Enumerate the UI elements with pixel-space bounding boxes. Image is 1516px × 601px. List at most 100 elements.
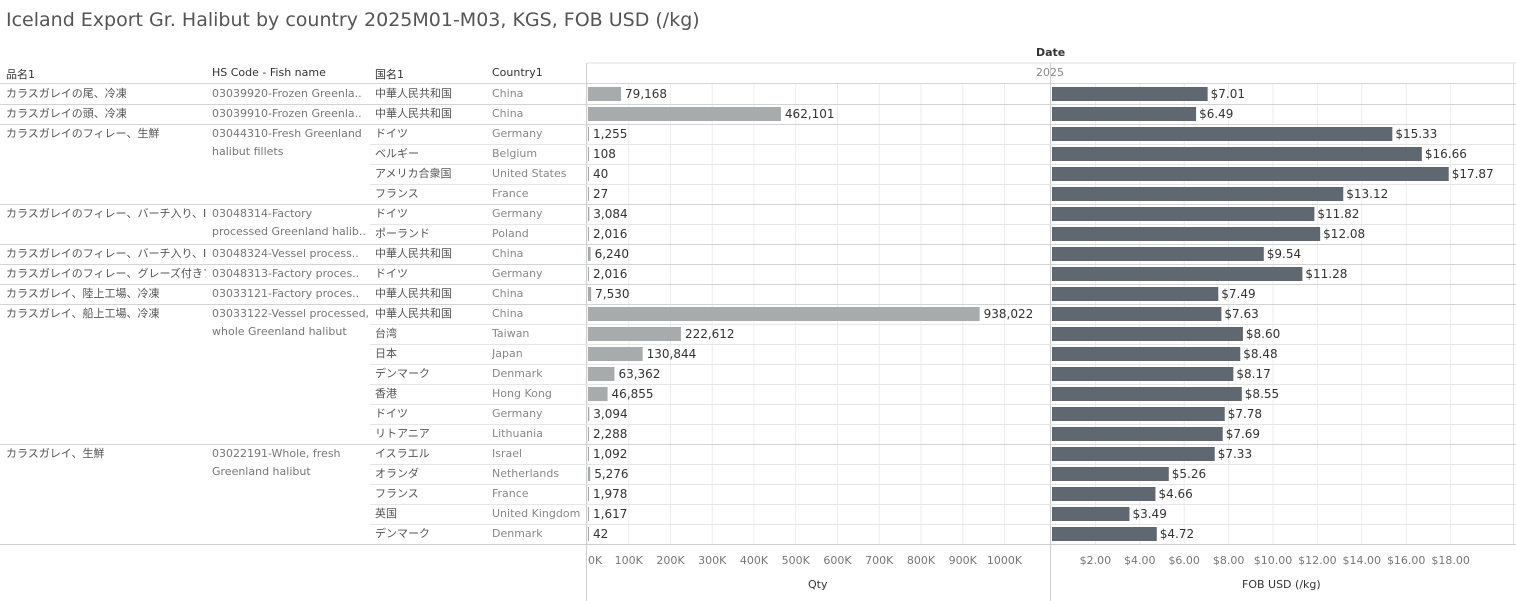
qty-data-label: 46,855: [612, 387, 654, 401]
hs-code-name: 03048314-Factory processed Greenland hal…: [212, 207, 366, 238]
fob-bar: [1052, 207, 1315, 221]
fob-data-label: $15.33: [1395, 127, 1437, 141]
fob-data-label: $9.54: [1267, 247, 1301, 261]
qty-data-label: 5,276: [594, 467, 628, 481]
country-name: France: [492, 187, 529, 200]
fob-data-label: $3.49: [1132, 507, 1166, 521]
qty-bar: [588, 107, 781, 121]
qty-bar: [588, 147, 589, 161]
country-name-jp: 中華人民共和国: [375, 287, 452, 300]
country-name-jp: フランス: [375, 187, 419, 200]
qty-data-label: 2,016: [593, 267, 627, 281]
country-name-jp: リトアニア: [375, 427, 430, 440]
fob-bar: [1052, 487, 1156, 501]
qty-bar: [588, 367, 615, 381]
qty-bar: [588, 507, 589, 521]
country-name-jp: ドイツ: [375, 127, 408, 140]
qty-bar: [588, 247, 591, 261]
fob-bar: [1052, 287, 1219, 301]
fob-bar: [1052, 507, 1130, 521]
qty-axis-title: Qty: [808, 578, 828, 591]
qty-data-label: 79,168: [625, 87, 667, 101]
qty-tick-label: 600K: [823, 554, 852, 567]
country-name: Japan: [492, 347, 523, 360]
qty-data-label: 222,612: [685, 327, 735, 341]
qty-data-label: 27: [593, 187, 608, 201]
qty-data-label: 1,255: [593, 127, 627, 141]
fob-data-label: $8.55: [1245, 387, 1279, 401]
fob-tick-label: $4.00: [1124, 554, 1156, 567]
col-header-hs-code[interactable]: HS Code - Fish name: [212, 66, 326, 79]
qty-bar: [588, 187, 589, 201]
qty-data-label: 3,084: [593, 207, 627, 221]
country-name-jp: ポーランド: [375, 227, 430, 240]
qty-bar: [588, 527, 589, 541]
hs-code-name: 03044310-Fresh Greenland halibut fillets: [212, 127, 362, 158]
country-name-jp: ドイツ: [375, 267, 408, 280]
qty-bar: [588, 327, 681, 341]
fob-bar: [1052, 127, 1393, 141]
fob-data-label: $7.63: [1224, 307, 1258, 321]
product-name-jp: カラスガレイ、船上工場、冷凍: [6, 307, 160, 320]
qty-tick-label: 400K: [740, 554, 769, 567]
qty-bar: [588, 307, 980, 321]
qty-tick-label: 300K: [698, 554, 727, 567]
hs-code-name: 03039910-Frozen Greenla..: [212, 107, 362, 120]
qty-data-label: 42: [593, 527, 608, 541]
fob-bar: [1052, 327, 1243, 341]
col-header-jp-country[interactable]: 国名1: [375, 68, 404, 81]
hs-code-name: 03048324-Vessel process..: [212, 247, 359, 260]
fob-bar: [1052, 387, 1242, 401]
qty-bar: [588, 87, 622, 101]
qty-data-label: 7,530: [595, 287, 629, 301]
qty-data-label: 2,288: [593, 427, 627, 441]
country-name-jp: 英国: [375, 507, 397, 520]
chart-title: Iceland Export Gr. Halibut by country 20…: [6, 9, 700, 31]
fob-data-label: $8.48: [1243, 347, 1277, 361]
fob-data-label: $16.66: [1425, 147, 1467, 161]
hs-code-name: 03033122-Vessel processed, whole Greenla…: [212, 307, 370, 338]
fob-data-label: $13.12: [1346, 187, 1388, 201]
qty-tick-label: 1000K: [987, 554, 1023, 567]
product-name-jp: カラスガレイのフィレー、バーチ入り、IQF、..: [6, 207, 206, 220]
fob-bar: [1052, 407, 1225, 421]
fob-data-label: $11.82: [1317, 207, 1359, 221]
col-header-country[interactable]: Country1: [492, 66, 543, 79]
country-name: United Kingdom: [492, 507, 581, 520]
qty-data-label: 1,978: [593, 487, 627, 501]
fob-data-label: $8.60: [1246, 327, 1280, 341]
country-name: Belgium: [492, 147, 538, 160]
qty-bar: [588, 487, 589, 501]
col-header-jp-name[interactable]: 品名1: [6, 68, 35, 81]
fob-data-label: $4.66: [1158, 487, 1192, 501]
product-name-jp: カラスガレイのフィレー、グレーズ付きブロッ..: [6, 267, 206, 280]
qty-data-label: 462,101: [785, 107, 835, 121]
fob-data-label: $5.26: [1172, 467, 1206, 481]
fob-data-label: $6.49: [1199, 107, 1233, 121]
fob-axis-title: FOB USD (/kg): [1242, 578, 1321, 591]
fob-bar: [1052, 227, 1321, 241]
fob-tick-label: $14.00: [1343, 554, 1382, 567]
fob-tick-label: $16.00: [1387, 554, 1426, 567]
fob-bar: [1052, 87, 1208, 101]
country-name-jp: 中華人民共和国: [375, 307, 452, 320]
fob-bar: [1052, 447, 1215, 461]
country-name-jp: ドイツ: [375, 407, 408, 420]
fob-data-label: $4.72: [1160, 527, 1194, 541]
qty-data-label: 2,016: [593, 227, 627, 241]
hs-code-name: 03048313-Factory proces..: [212, 267, 360, 280]
qty-tick-label: 100K: [615, 554, 644, 567]
country-name: Poland: [492, 227, 529, 240]
country-name: China: [492, 87, 524, 100]
qty-tick-label: 0K: [588, 554, 603, 567]
qty-bar: [588, 387, 608, 401]
qty-bar: [588, 267, 589, 281]
qty-tick-label: 900K: [949, 554, 978, 567]
fob-data-label: $7.33: [1218, 447, 1252, 461]
country-name: United States: [492, 167, 567, 180]
product-name-jp: カラスガレイの頭、冷凍: [6, 107, 127, 120]
date-header: Date: [1036, 46, 1066, 59]
fob-bar: [1052, 427, 1223, 441]
country-name: Germany: [492, 267, 543, 280]
fob-bar: [1052, 107, 1197, 121]
